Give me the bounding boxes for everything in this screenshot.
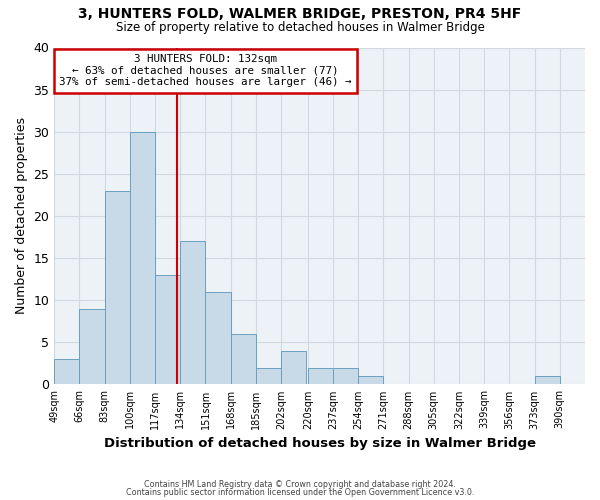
Bar — [231, 334, 256, 384]
Bar — [130, 132, 155, 384]
Bar — [205, 292, 231, 384]
Bar — [535, 376, 560, 384]
Bar — [79, 308, 104, 384]
Text: Size of property relative to detached houses in Walmer Bridge: Size of property relative to detached ho… — [116, 21, 484, 34]
Text: 3, HUNTERS FOLD, WALMER BRIDGE, PRESTON, PR4 5HF: 3, HUNTERS FOLD, WALMER BRIDGE, PRESTON,… — [79, 8, 521, 22]
Y-axis label: Number of detached properties: Number of detached properties — [15, 118, 28, 314]
Bar — [281, 350, 307, 384]
Text: 3 HUNTERS FOLD: 132sqm
← 63% of detached houses are smaller (77)
37% of semi-det: 3 HUNTERS FOLD: 132sqm ← 63% of detached… — [59, 54, 352, 88]
X-axis label: Distribution of detached houses by size in Walmer Bridge: Distribution of detached houses by size … — [104, 437, 536, 450]
Bar — [358, 376, 383, 384]
Bar — [180, 241, 205, 384]
Bar — [54, 359, 79, 384]
Bar — [155, 275, 180, 384]
Text: Contains public sector information licensed under the Open Government Licence v3: Contains public sector information licen… — [126, 488, 474, 497]
Text: Contains HM Land Registry data © Crown copyright and database right 2024.: Contains HM Land Registry data © Crown c… — [144, 480, 456, 489]
Bar — [256, 368, 281, 384]
Bar — [104, 190, 130, 384]
Bar — [333, 368, 358, 384]
Bar — [308, 368, 333, 384]
